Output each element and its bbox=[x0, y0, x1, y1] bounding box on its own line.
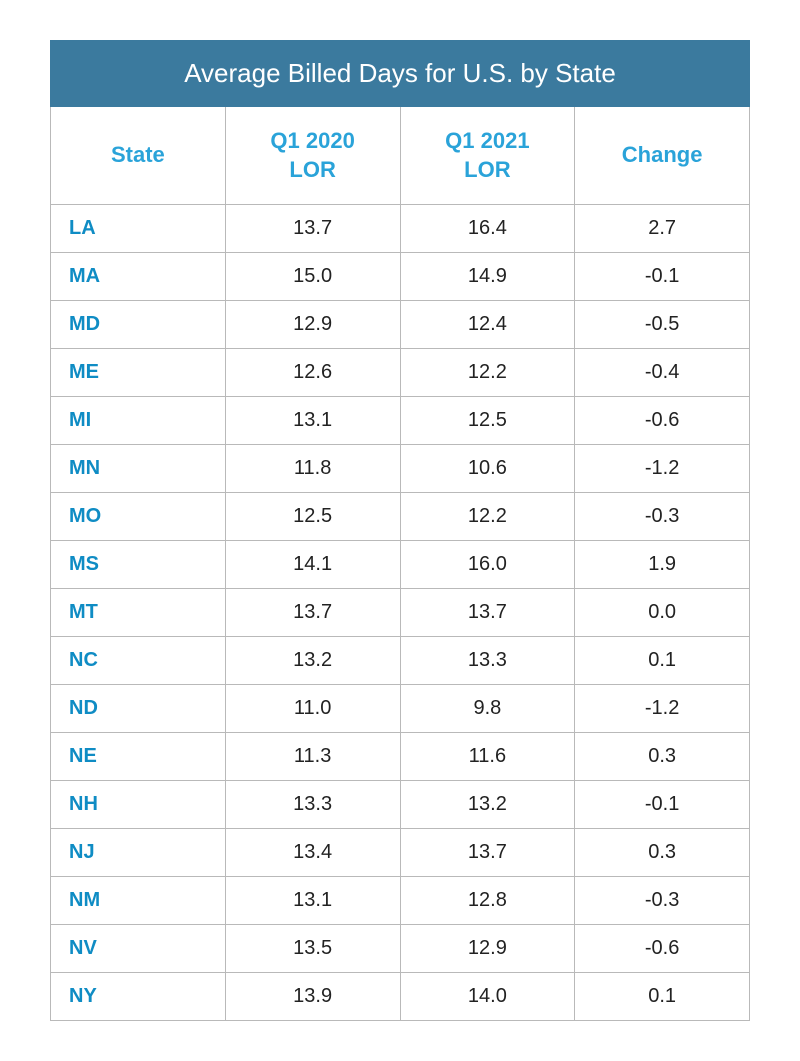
value-cell: 11.8 bbox=[225, 445, 400, 493]
value-cell: 12.4 bbox=[400, 301, 575, 349]
billed-days-table: Average Billed Days for U.S. by State St… bbox=[50, 40, 750, 1021]
table-row: NE11.311.60.3 bbox=[51, 733, 750, 781]
state-cell: NE bbox=[51, 733, 226, 781]
state-cell: MO bbox=[51, 493, 226, 541]
value-cell: 2.7 bbox=[575, 205, 750, 253]
value-cell: 12.6 bbox=[225, 349, 400, 397]
table-row: ND11.09.8-1.2 bbox=[51, 685, 750, 733]
value-cell: 13.2 bbox=[225, 637, 400, 685]
value-cell: 12.8 bbox=[400, 877, 575, 925]
value-cell: 11.0 bbox=[225, 685, 400, 733]
value-cell: 13.2 bbox=[400, 781, 575, 829]
billed-days-table-container: Average Billed Days for U.S. by State St… bbox=[50, 40, 750, 1021]
table-row: MN11.810.6-1.2 bbox=[51, 445, 750, 493]
table-row: NH13.313.2-0.1 bbox=[51, 781, 750, 829]
value-cell: 14.9 bbox=[400, 253, 575, 301]
value-cell: 13.9 bbox=[225, 973, 400, 1021]
value-cell: -0.6 bbox=[575, 925, 750, 973]
state-cell: ME bbox=[51, 349, 226, 397]
value-cell: 12.5 bbox=[225, 493, 400, 541]
value-cell: 14.1 bbox=[225, 541, 400, 589]
value-cell: 13.3 bbox=[225, 781, 400, 829]
value-cell: 9.8 bbox=[400, 685, 575, 733]
table-row: MO12.512.2-0.3 bbox=[51, 493, 750, 541]
table-body: LA13.716.42.7MA15.014.9-0.1MD12.912.4-0.… bbox=[51, 205, 750, 1021]
value-cell: 13.1 bbox=[225, 397, 400, 445]
value-cell: 0.3 bbox=[575, 829, 750, 877]
column-header: Q1 2021LOR bbox=[400, 107, 575, 205]
value-cell: 13.4 bbox=[225, 829, 400, 877]
value-cell: 13.3 bbox=[400, 637, 575, 685]
column-header: Change bbox=[575, 107, 750, 205]
state-cell: NM bbox=[51, 877, 226, 925]
table-row: ME12.612.2-0.4 bbox=[51, 349, 750, 397]
value-cell: 0.1 bbox=[575, 637, 750, 685]
value-cell: 16.0 bbox=[400, 541, 575, 589]
column-header: State bbox=[51, 107, 226, 205]
value-cell: -1.2 bbox=[575, 445, 750, 493]
value-cell: 12.2 bbox=[400, 349, 575, 397]
value-cell: 13.7 bbox=[225, 589, 400, 637]
value-cell: 13.1 bbox=[225, 877, 400, 925]
value-cell: 1.9 bbox=[575, 541, 750, 589]
value-cell: 10.6 bbox=[400, 445, 575, 493]
value-cell: 13.5 bbox=[225, 925, 400, 973]
table-row: MS14.116.01.9 bbox=[51, 541, 750, 589]
column-header: Q1 2020LOR bbox=[225, 107, 400, 205]
value-cell: 13.7 bbox=[400, 589, 575, 637]
state-cell: MN bbox=[51, 445, 226, 493]
table-row: NM13.112.8-0.3 bbox=[51, 877, 750, 925]
table-row: MT13.713.70.0 bbox=[51, 589, 750, 637]
value-cell: 0.3 bbox=[575, 733, 750, 781]
value-cell: 12.9 bbox=[400, 925, 575, 973]
state-cell: NH bbox=[51, 781, 226, 829]
table-row: MA15.014.9-0.1 bbox=[51, 253, 750, 301]
state-cell: MT bbox=[51, 589, 226, 637]
value-cell: 11.3 bbox=[225, 733, 400, 781]
state-cell: NC bbox=[51, 637, 226, 685]
value-cell: 12.2 bbox=[400, 493, 575, 541]
value-cell: -0.4 bbox=[575, 349, 750, 397]
value-cell: -0.3 bbox=[575, 877, 750, 925]
table-row: NJ13.413.70.3 bbox=[51, 829, 750, 877]
state-cell: MS bbox=[51, 541, 226, 589]
value-cell: 14.0 bbox=[400, 973, 575, 1021]
state-cell: MD bbox=[51, 301, 226, 349]
table-row: MI13.112.5-0.6 bbox=[51, 397, 750, 445]
state-cell: NY bbox=[51, 973, 226, 1021]
table-row: NC13.213.30.1 bbox=[51, 637, 750, 685]
state-cell: MI bbox=[51, 397, 226, 445]
value-cell: 13.7 bbox=[400, 829, 575, 877]
state-cell: NV bbox=[51, 925, 226, 973]
value-cell: -0.1 bbox=[575, 781, 750, 829]
table-row: LA13.716.42.7 bbox=[51, 205, 750, 253]
table-row: MD12.912.4-0.5 bbox=[51, 301, 750, 349]
value-cell: 13.7 bbox=[225, 205, 400, 253]
value-cell: -0.1 bbox=[575, 253, 750, 301]
table-row: NY13.914.00.1 bbox=[51, 973, 750, 1021]
value-cell: 16.4 bbox=[400, 205, 575, 253]
table-row: NV13.512.9-0.6 bbox=[51, 925, 750, 973]
value-cell: 12.9 bbox=[225, 301, 400, 349]
value-cell: -0.6 bbox=[575, 397, 750, 445]
value-cell: -1.2 bbox=[575, 685, 750, 733]
value-cell: 11.6 bbox=[400, 733, 575, 781]
value-cell: -0.3 bbox=[575, 493, 750, 541]
state-cell: LA bbox=[51, 205, 226, 253]
value-cell: -0.5 bbox=[575, 301, 750, 349]
state-cell: MA bbox=[51, 253, 226, 301]
table-title: Average Billed Days for U.S. by State bbox=[50, 40, 750, 107]
value-cell: 0.1 bbox=[575, 973, 750, 1021]
header-row: StateQ1 2020LORQ1 2021LORChange bbox=[51, 107, 750, 205]
value-cell: 15.0 bbox=[225, 253, 400, 301]
state-cell: NJ bbox=[51, 829, 226, 877]
value-cell: 0.0 bbox=[575, 589, 750, 637]
state-cell: ND bbox=[51, 685, 226, 733]
value-cell: 12.5 bbox=[400, 397, 575, 445]
